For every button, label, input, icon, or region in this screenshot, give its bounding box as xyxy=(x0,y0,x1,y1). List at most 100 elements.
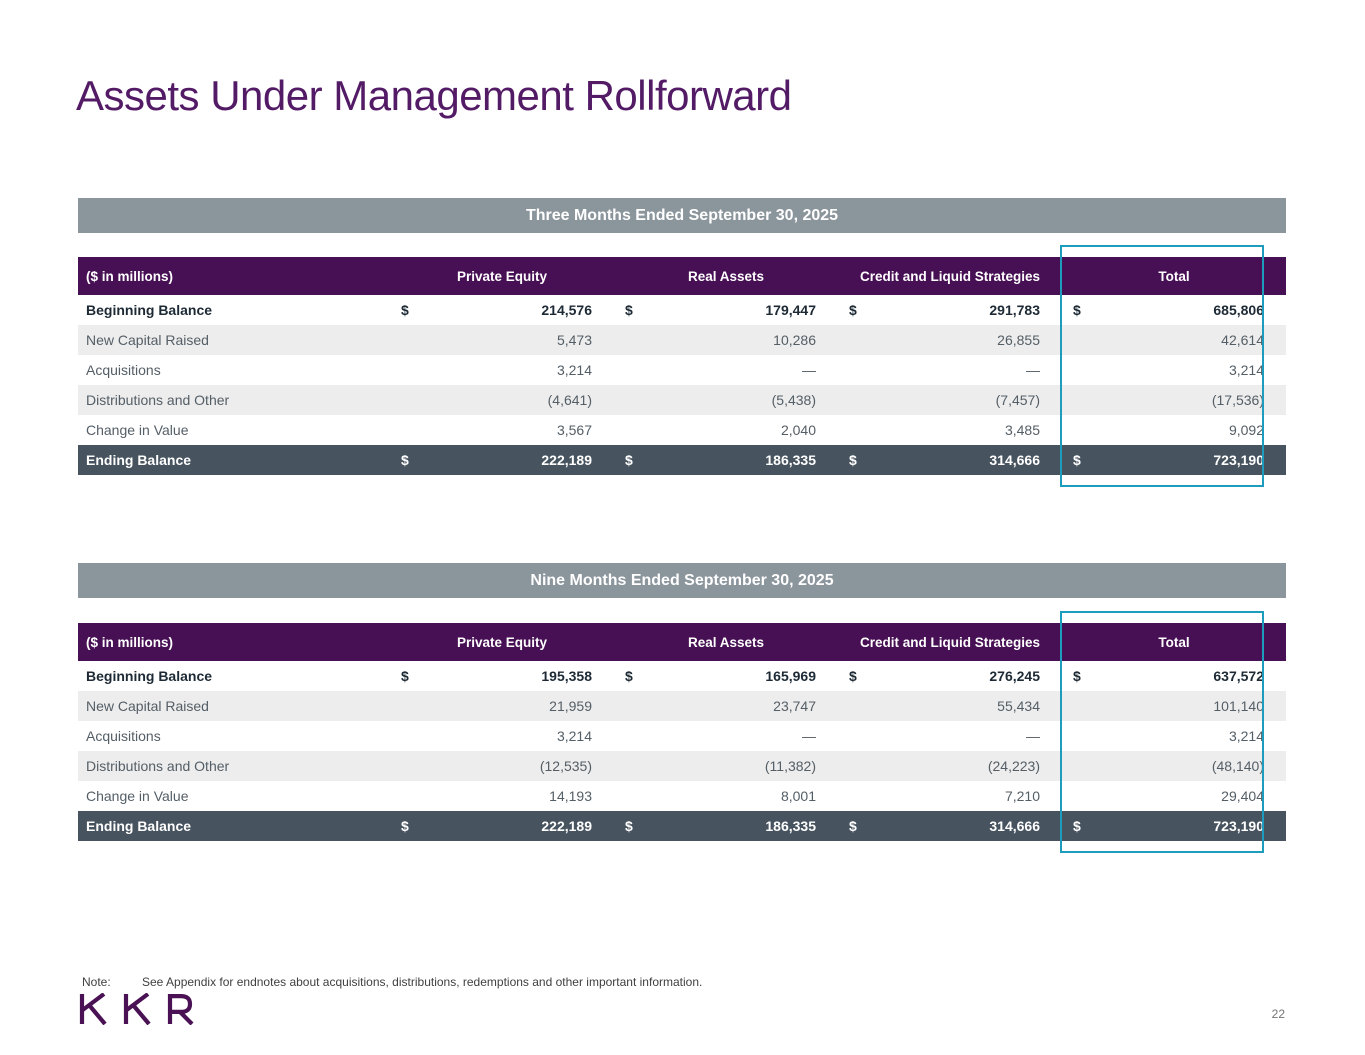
cell-credit: — xyxy=(838,728,1062,744)
cell-value: 179,447 xyxy=(765,302,816,318)
cell-private-equity: 21,959 xyxy=(390,698,614,714)
cell-value: 8,001 xyxy=(780,788,816,804)
cell-value: (24,223) xyxy=(987,758,1040,774)
cell-value: 26,855 xyxy=(997,332,1040,348)
column-header-credit: Credit and Liquid Strategies xyxy=(859,634,1041,650)
cell-value: (17,536) xyxy=(1211,392,1264,408)
row-label: Distributions and Other xyxy=(86,758,230,774)
dollar-sign: $ xyxy=(625,668,633,684)
cell-private-equity: 14,193 xyxy=(390,788,614,804)
table-row-change-in-value: Change in Value 14,193 8,001 7,210 29,40… xyxy=(78,781,1286,811)
cell-value: 637,572 xyxy=(1213,668,1264,684)
cell-credit: (7,457) xyxy=(838,392,1062,408)
cell-real-assets: — xyxy=(614,362,838,378)
row-label: Change in Value xyxy=(86,788,189,804)
cell-real-assets: 2,040 xyxy=(614,422,838,438)
table-row-ending-balance: Ending Balance $222,189 $186,335 $314,66… xyxy=(78,811,1286,841)
cell-total: 3,214 xyxy=(1062,728,1286,744)
cell-value: 3,485 xyxy=(1004,422,1040,438)
cell-private-equity: $214,576 xyxy=(390,302,614,318)
table-row-distributions: Distributions and Other (4,641) (5,438) … xyxy=(78,385,1286,415)
cell-credit: $291,783 xyxy=(838,302,1062,318)
cell-credit: (24,223) xyxy=(838,758,1062,774)
table-nine-months: Nine Months Ended September 30, 2025 ($ … xyxy=(78,563,1286,853)
row-label: Beginning Balance xyxy=(86,302,213,318)
cell-credit: 55,434 xyxy=(838,698,1062,714)
column-header-real-assets: Real Assets xyxy=(687,268,765,284)
cell-real-assets: 23,747 xyxy=(614,698,838,714)
cell-value: (4,641) xyxy=(547,392,592,408)
cell-value: — xyxy=(1026,362,1040,378)
cell-value: 314,666 xyxy=(989,452,1040,468)
cell-value: (5,438) xyxy=(771,392,816,408)
cell-value: 723,190 xyxy=(1213,452,1264,468)
footnote: Note: See Appendix for endnotes about ac… xyxy=(82,975,702,989)
cell-value: 55,434 xyxy=(997,698,1040,714)
cell-total: $685,806 xyxy=(1062,302,1286,318)
cell-value: 214,576 xyxy=(541,302,592,318)
dollar-sign: $ xyxy=(1073,452,1081,468)
cell-private-equity: $222,189 xyxy=(390,818,614,834)
dollar-sign: $ xyxy=(401,302,409,318)
cell-real-assets: 8,001 xyxy=(614,788,838,804)
cell-private-equity: 3,214 xyxy=(390,728,614,744)
cell-value: 29,404 xyxy=(1221,788,1264,804)
cell-value: 222,189 xyxy=(541,452,592,468)
cell-total: 9,092 xyxy=(1062,422,1286,438)
cell-value: 101,140 xyxy=(1213,698,1264,714)
cell-value: 3,214 xyxy=(556,728,592,744)
row-label: Acquisitions xyxy=(86,362,161,378)
cell-total: 42,614 xyxy=(1062,332,1286,348)
cell-private-equity: (4,641) xyxy=(390,392,614,408)
cell-value: 14,193 xyxy=(549,788,592,804)
table-three-months: Three Months Ended September 30, 2025 ($… xyxy=(78,198,1286,487)
cell-private-equity: 3,214 xyxy=(390,362,614,378)
period-band: Nine Months Ended September 30, 2025 xyxy=(78,563,1286,598)
dollar-sign: $ xyxy=(849,818,857,834)
table-row-acquisitions: Acquisitions 3,214 — — 3,214 xyxy=(78,355,1286,385)
cell-value: 3,214 xyxy=(556,362,592,378)
cell-credit: — xyxy=(838,362,1062,378)
cell-value: (48,140) xyxy=(1211,758,1264,774)
cell-value: (7,457) xyxy=(995,392,1040,408)
cell-value: 5,473 xyxy=(556,332,592,348)
cell-credit: $276,245 xyxy=(838,668,1062,684)
dollar-sign: $ xyxy=(1073,818,1081,834)
cell-value: 186,335 xyxy=(765,452,816,468)
row-label: Distributions and Other xyxy=(86,392,230,408)
cell-private-equity: 5,473 xyxy=(390,332,614,348)
cell-total: 29,404 xyxy=(1062,788,1286,804)
page-number: 22 xyxy=(1271,1007,1285,1021)
cell-value: 10,286 xyxy=(773,332,816,348)
footnote-text: See Appendix for endnotes about acquisit… xyxy=(142,975,703,989)
cell-credit: $314,666 xyxy=(838,818,1062,834)
period-band-title: Nine Months Ended September 30, 2025 xyxy=(530,571,834,589)
cell-private-equity: $222,189 xyxy=(390,452,614,468)
table-row-beginning-balance: Beginning Balance $214,576 $179,447 $291… xyxy=(78,295,1286,325)
table-row-acquisitions: Acquisitions 3,214 — — 3,214 xyxy=(78,721,1286,751)
column-header-units: ($ in millions) xyxy=(86,268,174,284)
cell-credit: 26,855 xyxy=(838,332,1062,348)
footnote-label: Note: xyxy=(82,975,111,989)
cell-value: 3,214 xyxy=(1228,728,1264,744)
cell-value: 195,358 xyxy=(541,668,592,684)
cell-value: 2,040 xyxy=(780,422,816,438)
cell-value: 165,969 xyxy=(765,668,816,684)
dollar-sign: $ xyxy=(401,818,409,834)
column-header-units: ($ in millions) xyxy=(86,634,174,650)
page-title: Assets Under Management Rollforward xyxy=(76,72,792,119)
dollar-sign: $ xyxy=(1073,302,1081,318)
table-row-ending-balance: Ending Balance $222,189 $186,335 $314,66… xyxy=(78,445,1286,475)
cell-real-assets: $165,969 xyxy=(614,668,838,684)
cell-total: 3,214 xyxy=(1062,362,1286,378)
cell-real-assets: $179,447 xyxy=(614,302,838,318)
cell-credit: 7,210 xyxy=(838,788,1062,804)
cell-value: 23,747 xyxy=(773,698,816,714)
cell-value: 291,783 xyxy=(989,302,1040,318)
row-label: Change in Value xyxy=(86,422,189,438)
cell-total: (48,140) xyxy=(1062,758,1286,774)
cell-value: 3,567 xyxy=(556,422,592,438)
cell-value: 42,614 xyxy=(1221,332,1264,348)
table-row-new-capital-raised: New Capital Raised 5,473 10,286 26,855 4… xyxy=(78,325,1286,355)
